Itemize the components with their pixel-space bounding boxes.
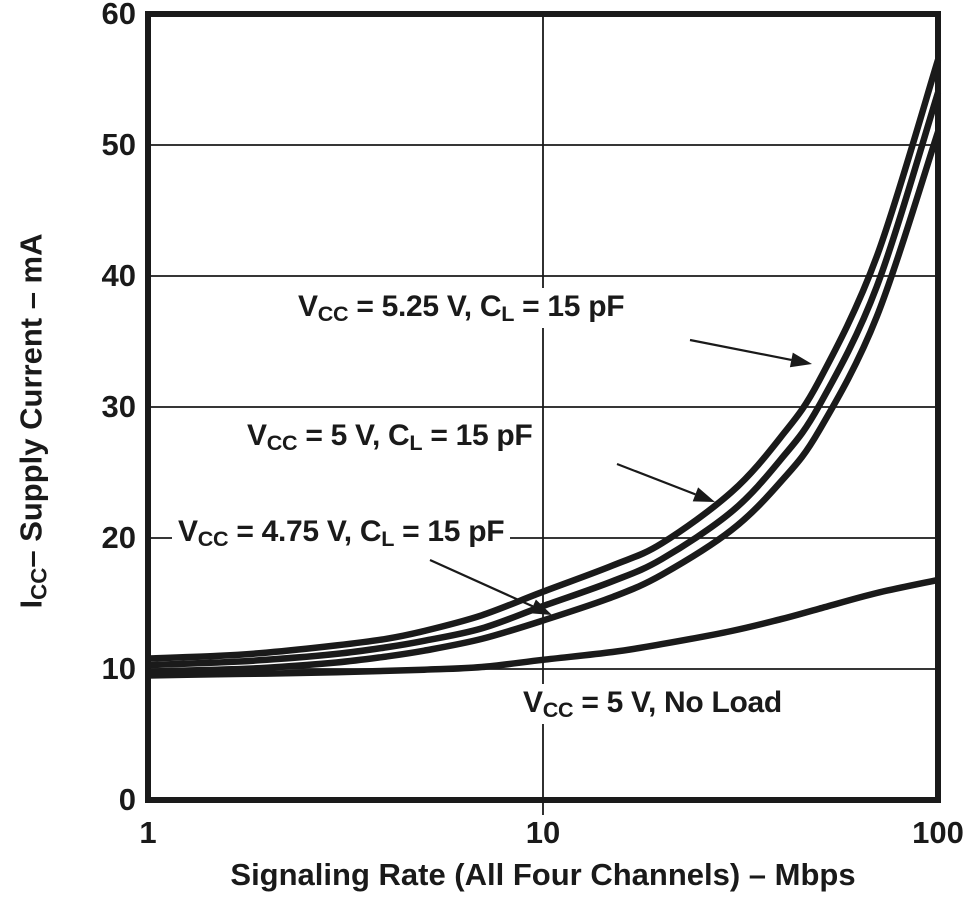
y-tick-label-10: 10 — [101, 651, 136, 686]
curve-label-vcc-5v: VCC = 5 V, CL = 15 pF — [241, 417, 539, 457]
plot-border — [145, 11, 941, 803]
y-axis-title-subscript: CC — [26, 567, 52, 600]
curve-label-vcc-4.75v: VCC = 4.75 V, CL = 15 pF — [172, 513, 511, 553]
y-tick-label-20: 20 — [101, 520, 136, 555]
curve-label-vcc-5.25v: VCC = 5.25 V, CL = 15 pF — [292, 288, 631, 328]
label-text: V — [298, 290, 318, 323]
label-subscript: CC — [317, 301, 349, 327]
curve-vcc-5v25-cl15pf — [147, 58, 942, 662]
y-tick-label-0: 0 — [118, 782, 136, 817]
label-text: = 15 pF — [422, 419, 533, 452]
label-subscript: CC — [266, 430, 298, 456]
label-text: = 15 pF — [514, 290, 625, 323]
label-text: = 5.25 V, C — [348, 290, 502, 323]
label-subscript: L — [409, 430, 423, 456]
annotation-arrow-0 — [689, 338, 792, 362]
label-text: V — [523, 686, 543, 719]
y-tick-label-40: 40 — [101, 258, 136, 293]
curve-label-vcc-5v-no-load: VCC = 5 V, No Load — [517, 684, 788, 724]
label-text: = 4.75 V, C — [228, 515, 382, 548]
annotation-arrowhead-1 — [692, 487, 715, 502]
annotation-arrowhead-0 — [789, 352, 812, 368]
label-text: = 5 V, C — [297, 419, 410, 452]
label-subscript: CC — [197, 526, 229, 552]
y-tick-label-30: 30 — [101, 389, 136, 424]
label-text: V — [178, 515, 198, 548]
curve-vcc-5v-cl15pf — [147, 91, 942, 669]
annotation-arrow-1 — [616, 462, 696, 496]
y-tick-label-50: 50 — [101, 127, 136, 162]
label-text: = 15 pF — [394, 515, 505, 548]
curve-vcc-5v-noload — [147, 576, 939, 679]
label-subscript: CC — [542, 697, 574, 723]
curve-vcc-4v75-cl15pf — [147, 130, 942, 675]
label-text: = 5 V, No Load — [573, 686, 782, 719]
x-tick-label-100: 100 — [912, 815, 963, 850]
annotation-arrow-2 — [429, 558, 534, 608]
y-tick-label-60: 60 — [101, 0, 136, 31]
label-subscript: L — [501, 301, 515, 327]
x-tick-label-10: 10 — [525, 815, 561, 850]
annotation-arrowhead-2 — [529, 599, 552, 615]
label-text: V — [247, 419, 267, 452]
x-tick-label-1: 1 — [139, 815, 157, 850]
y-axis-title-symbol: I — [13, 599, 49, 609]
x-axis-title: Signaling Rate (All Four Channels) – Mbp… — [230, 857, 856, 892]
label-subscript: L — [381, 526, 395, 552]
